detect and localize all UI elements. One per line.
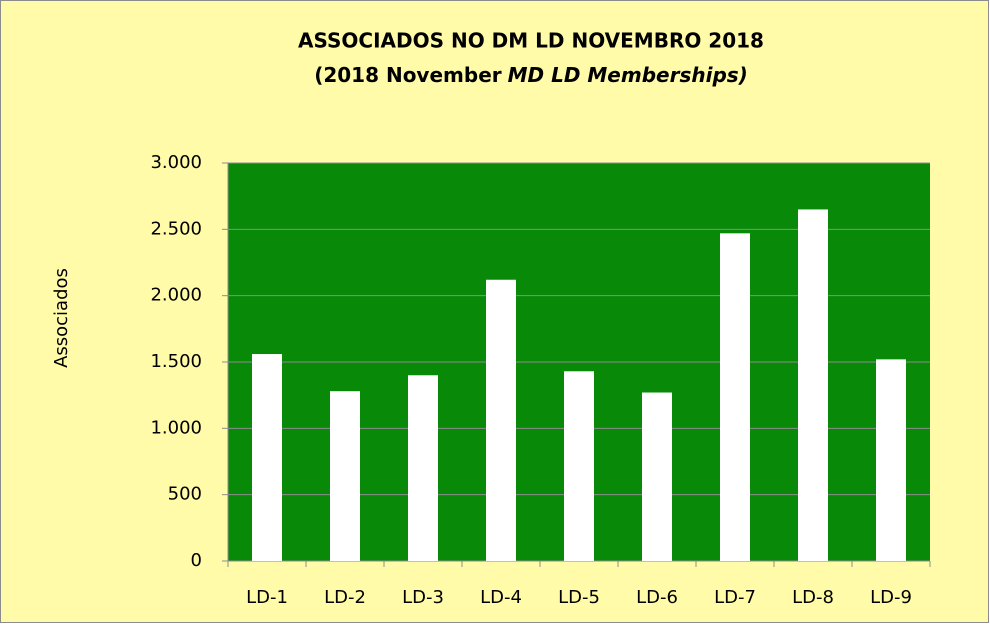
bar	[330, 391, 360, 561]
x-tick-label: LD-5	[558, 587, 600, 608]
bar	[798, 209, 828, 561]
bar	[408, 375, 438, 561]
bar	[642, 392, 672, 561]
bar	[876, 359, 906, 561]
subtitle-italic: MD LD Memberships)	[508, 63, 748, 87]
y-axis-label: Associados	[51, 268, 72, 368]
bar	[486, 279, 516, 561]
bar	[564, 371, 594, 561]
y-tick-label: 2.500	[150, 218, 202, 239]
x-tick-label: LD-3	[402, 587, 444, 608]
y-tick-label: 1.500	[150, 351, 202, 372]
chart-title: ASSOCIADOS NO DM LD NOVEMBRO 2018	[298, 29, 764, 53]
chart-subtitle: (2018 November MD LD Memberships)	[314, 63, 748, 87]
y-tick-label: 3.000	[150, 152, 202, 173]
y-tick-label: 2.000	[150, 285, 202, 306]
y-tick-label: 0	[191, 550, 202, 571]
x-tick-label: LD-7	[714, 587, 756, 608]
x-tick-label: LD-4	[480, 587, 522, 608]
subtitle-plain: (2018 November	[314, 63, 502, 87]
bar	[252, 354, 282, 561]
x-tick-label: LD-1	[246, 587, 288, 608]
x-tick-label: LD-8	[792, 587, 834, 608]
y-tick-label: 1.000	[150, 417, 202, 438]
y-tick-label: 500	[168, 484, 202, 505]
bar	[720, 233, 750, 561]
x-tick-label: LD-9	[870, 587, 912, 608]
x-tick-label: LD-2	[324, 587, 366, 608]
x-tick-label: LD-6	[636, 587, 678, 608]
